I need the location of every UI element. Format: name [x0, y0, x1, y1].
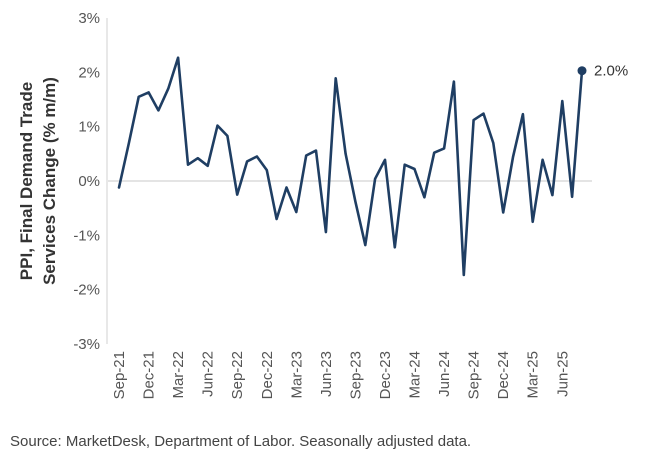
end-point-label: 2.0% — [594, 63, 628, 80]
x-tick-label: Jun-22 — [200, 351, 217, 397]
line-chart: PPI, Final Demand Trade Services Change (… — [17, 10, 628, 399]
x-tick-label: Sep-23 — [347, 351, 364, 399]
source-note: Source: MarketDesk, Department of Labor.… — [10, 433, 472, 450]
y-tick-label: 0% — [78, 173, 100, 190]
y-tick-label: -3% — [73, 336, 100, 353]
x-tick-label: Dec-22 — [259, 351, 276, 399]
x-tick-label: Dec-24 — [495, 351, 512, 399]
x-tick-label: Jun-24 — [436, 351, 453, 397]
series-group: 2.0% — [117, 56, 628, 277]
y-tick-label: -1% — [73, 227, 100, 244]
x-tick-label: Dec-23 — [377, 351, 394, 399]
x-tick-label: Mar-23 — [288, 351, 305, 399]
y-tick-label: 1% — [78, 119, 100, 136]
x-tick-label: Mar-25 — [525, 351, 542, 399]
y-tick-label: -2% — [73, 282, 100, 299]
x-tick-label: Sep-24 — [466, 351, 483, 399]
end-point-marker — [577, 66, 587, 76]
x-axis-ticks: Sep-21 Dec-21 Mar-22 Jun-22 Sep-22 Dec-22 Mar-… — [111, 351, 571, 399]
x-tick-label: Jun-23 — [318, 351, 335, 397]
x-tick-label: Sep-21 — [111, 351, 128, 399]
x-tick-label: Sep-22 — [229, 351, 246, 399]
y-axis-label: PPI, Final Demand Trade Services Change (… — [17, 77, 59, 285]
x-tick-label: Dec-21 — [141, 351, 158, 399]
y-axis-title-line: Services Change (% m/m) — [40, 77, 59, 285]
series-line — [117, 56, 584, 277]
x-tick-label: Mar-24 — [407, 351, 424, 399]
x-tick-label: Mar-22 — [170, 351, 187, 399]
y-tick-label: 2% — [78, 64, 100, 81]
x-tick-label: Jun-25 — [554, 351, 571, 397]
y-axis-title-line: PPI, Final Demand Trade — [17, 82, 36, 280]
y-tick-label: 3% — [78, 10, 100, 27]
y-axis-ticks: -3% -2% -1% 0% 1% 2% 3% — [73, 10, 100, 353]
